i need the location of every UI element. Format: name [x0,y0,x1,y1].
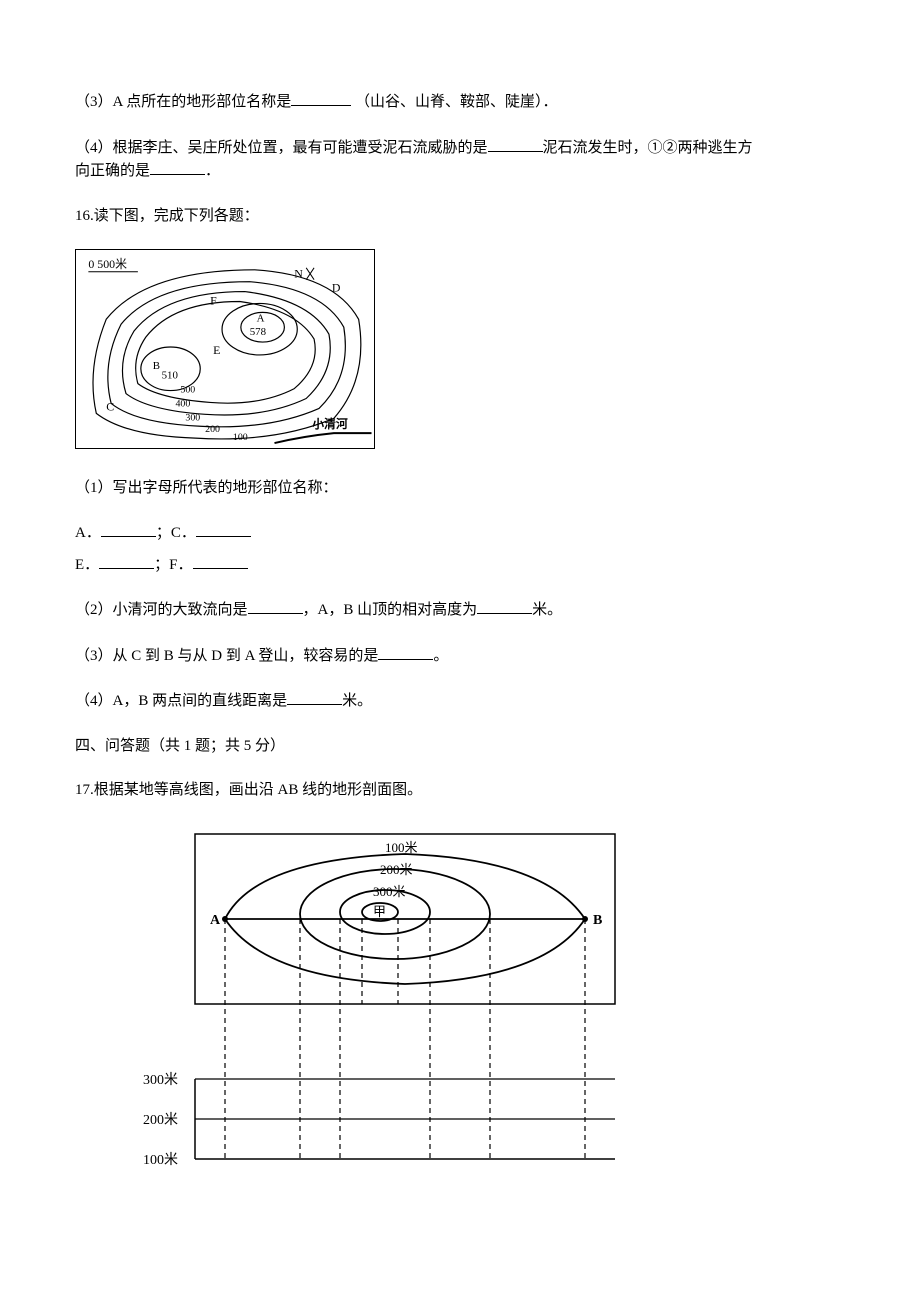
peak-label: 甲 [373,904,386,919]
blank [150,159,205,175]
q-prev-item4: （4）根据李庄、吴庄所处位置，最有可能遭受泥石流威胁的是 泥石流发生时，①②两种逃… [75,136,845,183]
scale-label: 0 500米 [88,257,127,271]
point-a: A [257,312,265,324]
contour-100: 100米 [385,840,418,855]
q16-title: 16.读下图，完成下列各题： [75,205,845,228]
q16-item2-mid: ，A，B 山顶的相对高度为 [303,602,478,618]
contour-200: 200 [205,424,220,435]
q16-item3-suffix: 。 [433,648,448,664]
point-n: N [294,267,303,281]
label-c: ；C． [156,522,196,545]
q16-item4-prefix: （4）A，B 两点间的直线距离是 [75,693,287,709]
point-d: D [332,281,341,295]
y-200: 200米 [143,1112,178,1128]
contour-400: 400 [176,398,191,409]
blank [378,644,433,660]
q16-contour-map: 0 500米 A 578 B 510 N D C E F 500 400 300… [75,249,375,449]
label-e: E． [75,554,99,577]
q-prev-item4-line1-suffix: 泥石流发生时，①②两种逃生方 [543,140,753,156]
blank [477,598,532,614]
q16-figure: 0 500米 A 578 B 510 N D C E F 500 400 300… [75,249,845,457]
point-b: B [593,913,602,928]
q16-item4-suffix: 米。 [342,693,372,709]
contour-200: 200米 [380,862,413,877]
q16-item2-prefix: （2）小清河的大致流向是 [75,602,248,618]
blank [291,90,351,106]
q16-item4: （4）A，B 两点间的直线距离是 米。 [75,689,845,713]
q16-item3-prefix: （3）从 C 到 B 与从 D 到 A 登山，较容易的是 [75,648,378,664]
q-prev-item4-line1-prefix: （4）根据李庄、吴庄所处位置，最有可能遭受泥石流威胁的是 [75,140,488,156]
q16-item1-line2: E． ；F． [75,553,845,577]
q-prev-item4-line2-suffix: ． [205,163,220,179]
label-a: A． [75,522,101,545]
river-label: 小清河 [311,417,348,431]
blank [101,521,156,537]
blank [193,553,248,569]
q17-profile-diagram: 100米 200米 300米 甲 A B 300米 200米 100米 [125,824,665,1174]
blank [287,689,342,705]
contour-500: 500 [180,385,195,396]
blank [248,598,303,614]
blank [196,521,251,537]
point-f: F [210,293,217,307]
y-300: 300米 [143,1072,178,1088]
q-prev-item3-prefix: （3）A 点所在的地形部位名称是 [75,94,291,110]
q16-item2-suffix: 米。 [532,602,562,618]
point-e: E [213,343,220,357]
q16-item3: （3）从 C 到 B 与从 D 到 A 登山，较容易的是 。 [75,644,845,668]
q16-item2: （2）小清河的大致流向是 ，A，B 山顶的相对高度为 米。 [75,598,845,622]
q16-item1-line1: A． ；C． [75,521,845,545]
blank [488,136,543,152]
y-100: 100米 [143,1152,178,1168]
point-a: A [210,913,221,928]
q17-title: 17.根据某地等高线图，画出沿 AB 线的地形剖面图。 [75,779,845,802]
peak-a: 578 [250,326,267,338]
blank [99,553,154,569]
contour-300: 300 [185,412,200,423]
contour-100: 100 [233,432,248,443]
q-prev-item3: （3）A 点所在的地形部位名称是 （山谷、山脊、鞍部、陡崖）． [75,90,845,114]
q17-figure: 100米 200米 300米 甲 A B 300米 200米 100米 [75,824,845,1182]
point-c: C [106,399,114,413]
q-prev-item3-suffix: （山谷、山脊、鞍部、陡崖）． [355,94,558,110]
q-prev-item4-line2-prefix: 向正确的是 [75,163,150,179]
label-f: ；F． [154,554,192,577]
contour-300: 300米 [373,884,406,899]
section4-heading: 四、问答题（共 1 题；共 5 分） [75,735,845,758]
peak-b: 510 [162,370,179,382]
q16-item1: （1）写出字母所代表的地形部位名称： [75,477,845,500]
point-b: B [153,360,160,372]
